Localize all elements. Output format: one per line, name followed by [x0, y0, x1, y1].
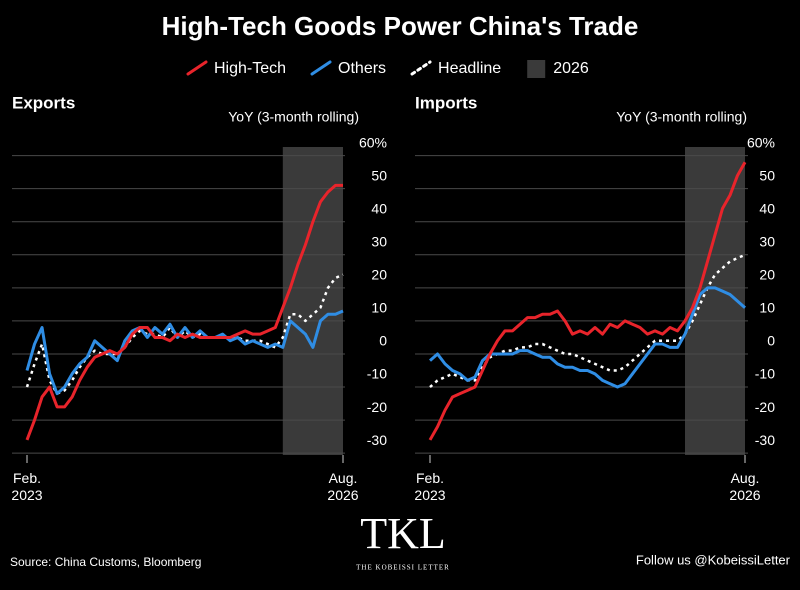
x-tick-label: Feb. 2023 — [414, 470, 446, 503]
panel-title: Imports — [415, 93, 477, 112]
y-tick-label: -30 — [367, 432, 387, 448]
y-tick-label: -10 — [367, 366, 387, 382]
legend-label: Headline — [438, 60, 501, 77]
y-tick-label: 10 — [371, 300, 387, 316]
y-tick-label: 60% — [359, 134, 387, 150]
y-axis-label: YoY (3-month rolling) — [616, 109, 747, 125]
legend-label: Others — [338, 60, 386, 77]
shade — [282, 147, 343, 455]
y-tick-label: 20 — [759, 267, 775, 283]
y-tick-label: 0 — [379, 333, 387, 349]
y-tick-label: 0 — [767, 333, 775, 349]
y-tick-label: 20 — [371, 267, 387, 283]
y-tick-label: 40 — [759, 200, 775, 216]
panel-title: Exports — [12, 93, 75, 112]
x-tick-label: Aug. 2026 — [327, 470, 359, 503]
legend-swatch — [527, 60, 546, 78]
y-tick-label: 50 — [371, 167, 387, 183]
chart-title: High-Tech Goods Power China's Trade — [162, 11, 639, 41]
series-line — [25, 309, 344, 396]
x-tick-label: Aug. 2026 — [729, 470, 761, 503]
y-tick-label: 30 — [759, 233, 775, 249]
y-tick-label: -10 — [755, 366, 775, 382]
series-line — [25, 273, 344, 395]
legend-swatch — [310, 60, 332, 76]
legend-swatch — [410, 60, 432, 76]
source: Source: China Customs, Bloomberg — [10, 555, 201, 569]
y-tick-label: 50 — [759, 167, 775, 183]
follow: Follow us @KobeissiLetter — [636, 552, 791, 567]
legend-label: High-Tech — [214, 60, 286, 77]
logo: TKL — [360, 509, 446, 558]
x-tick-label: Feb. 2023 — [11, 470, 43, 503]
series-line — [428, 161, 747, 441]
series-line — [429, 286, 746, 389]
y-tick-label: 30 — [371, 233, 387, 249]
y-tick-label: 40 — [371, 200, 387, 216]
legend-label: 2026 — [553, 60, 589, 77]
y-tick-label: -20 — [367, 399, 387, 415]
y-tick-label: -30 — [755, 432, 775, 448]
series-line — [25, 183, 343, 441]
y-tick-label: -20 — [755, 399, 775, 415]
y-tick-label: 60% — [747, 134, 775, 150]
y-axis-label: YoY (3-month rolling) — [228, 109, 359, 125]
logo-sub: THE KOBEISSI LETTER — [356, 564, 450, 572]
legend-swatch — [186, 60, 208, 76]
y-tick-label: 10 — [759, 300, 775, 316]
